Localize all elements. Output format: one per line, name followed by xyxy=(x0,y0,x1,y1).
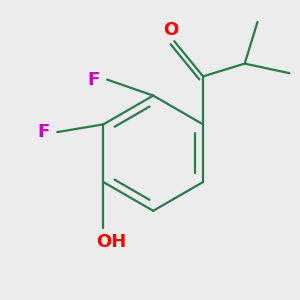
Text: OH: OH xyxy=(96,233,126,251)
Text: O: O xyxy=(164,21,179,39)
Text: F: F xyxy=(37,123,49,141)
Text: F: F xyxy=(87,70,99,88)
